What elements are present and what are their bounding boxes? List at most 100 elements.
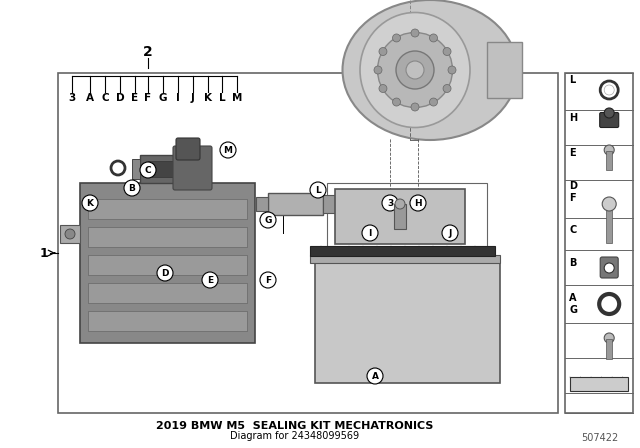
Text: F: F: [569, 193, 575, 203]
Bar: [88, 311, 247, 331]
Circle shape: [379, 85, 387, 92]
Bar: [88, 255, 247, 275]
Circle shape: [443, 47, 451, 56]
Text: D: D: [161, 268, 169, 277]
Text: H: H: [414, 198, 422, 207]
Circle shape: [411, 29, 419, 37]
Bar: [323, 195, 339, 213]
Text: 1: 1: [39, 246, 48, 259]
Bar: [268, 193, 323, 215]
Text: L: L: [569, 75, 575, 85]
Circle shape: [604, 85, 614, 95]
Bar: [148, 161, 174, 177]
Bar: [58, 73, 558, 413]
Text: E: E: [207, 276, 213, 284]
Ellipse shape: [396, 51, 434, 89]
Circle shape: [111, 161, 125, 175]
Circle shape: [374, 66, 382, 74]
Text: M: M: [223, 146, 232, 155]
Text: L: L: [315, 185, 321, 194]
Circle shape: [82, 195, 98, 211]
Text: M: M: [232, 93, 242, 103]
Bar: [88, 227, 247, 247]
Text: 3: 3: [387, 198, 393, 207]
Ellipse shape: [406, 61, 424, 79]
Text: G: G: [159, 93, 167, 103]
Circle shape: [382, 195, 398, 211]
Circle shape: [429, 34, 438, 42]
Bar: [565, 73, 633, 413]
Text: 3: 3: [68, 93, 76, 103]
Circle shape: [600, 81, 618, 99]
Bar: [606, 151, 612, 170]
Circle shape: [602, 197, 616, 211]
Circle shape: [604, 333, 614, 343]
Circle shape: [443, 85, 451, 92]
Circle shape: [310, 182, 326, 198]
Text: 2: 2: [143, 45, 153, 59]
Circle shape: [260, 212, 276, 228]
Ellipse shape: [378, 33, 452, 108]
Circle shape: [429, 98, 438, 106]
Bar: [606, 205, 612, 243]
Circle shape: [220, 142, 236, 158]
Text: G: G: [264, 215, 272, 224]
Circle shape: [410, 195, 426, 211]
Text: Diagram for 24348099569: Diagram for 24348099569: [230, 431, 360, 441]
Bar: [606, 339, 612, 359]
Bar: [487, 42, 522, 98]
Text: D: D: [116, 93, 124, 103]
Text: L: L: [219, 93, 225, 103]
Ellipse shape: [360, 13, 470, 128]
Text: A: A: [371, 371, 378, 380]
Text: C: C: [569, 225, 576, 235]
Text: J: J: [191, 93, 195, 103]
Bar: [310, 255, 500, 263]
Circle shape: [65, 229, 75, 239]
Text: H: H: [569, 113, 577, 123]
Bar: [327, 183, 487, 258]
Text: C: C: [145, 165, 151, 175]
Circle shape: [362, 225, 378, 241]
Text: 507422: 507422: [581, 433, 619, 443]
Text: E: E: [569, 148, 575, 158]
Text: B: B: [129, 184, 136, 193]
Text: K: K: [86, 198, 93, 207]
Bar: [140, 155, 182, 183]
FancyBboxPatch shape: [176, 138, 200, 160]
Circle shape: [260, 272, 276, 288]
FancyBboxPatch shape: [600, 257, 618, 278]
Bar: [60, 225, 80, 243]
Text: C: C: [101, 93, 109, 103]
Circle shape: [604, 145, 614, 155]
Text: F: F: [145, 93, 152, 103]
Circle shape: [604, 263, 614, 273]
Bar: [132, 159, 140, 179]
Text: D: D: [569, 181, 577, 191]
Circle shape: [395, 199, 405, 209]
Text: J: J: [448, 228, 452, 237]
Text: I: I: [176, 93, 180, 103]
Text: E: E: [131, 93, 139, 103]
Circle shape: [392, 98, 401, 106]
Ellipse shape: [342, 0, 518, 140]
Circle shape: [604, 108, 614, 118]
Circle shape: [124, 180, 140, 196]
Circle shape: [392, 34, 401, 42]
FancyBboxPatch shape: [173, 146, 212, 190]
Bar: [256, 197, 268, 211]
Bar: [315, 258, 500, 383]
Circle shape: [599, 294, 620, 314]
Bar: [88, 199, 247, 219]
Circle shape: [379, 47, 387, 56]
Circle shape: [364, 198, 376, 210]
Circle shape: [157, 265, 173, 281]
Text: K: K: [204, 93, 212, 103]
Text: F: F: [265, 276, 271, 284]
Text: B: B: [569, 258, 577, 268]
Circle shape: [448, 66, 456, 74]
Text: A: A: [569, 293, 577, 303]
Text: I: I: [368, 228, 372, 237]
Bar: [310, 246, 495, 256]
Bar: [570, 377, 628, 391]
